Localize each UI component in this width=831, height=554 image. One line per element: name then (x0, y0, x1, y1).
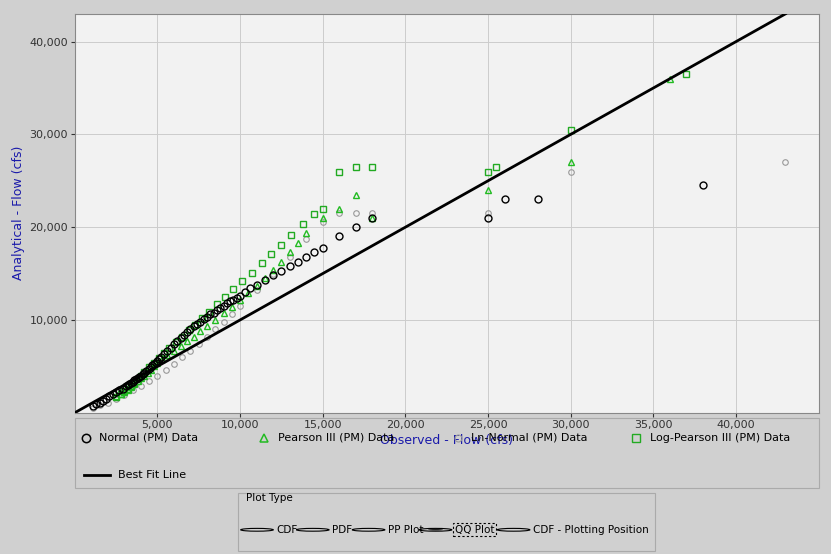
Text: Pearson III (PM) Data: Pearson III (PM) Data (278, 433, 394, 443)
Text: Ln-Normal (PM) Data: Ln-Normal (PM) Data (471, 433, 588, 443)
FancyBboxPatch shape (238, 493, 655, 551)
Text: Best Fit Line: Best Fit Line (118, 470, 186, 480)
Text: CDF - Plotting Position: CDF - Plotting Position (533, 525, 649, 535)
Text: PP Plot: PP Plot (388, 525, 424, 535)
Text: QQ Plot: QQ Plot (455, 525, 494, 535)
Text: Normal (PM) Data: Normal (PM) Data (100, 433, 199, 443)
X-axis label: Observed - Flow (cfs): Observed - Flow (cfs) (380, 434, 514, 447)
Y-axis label: Analytical - Flow (cfs): Analytical - Flow (cfs) (12, 146, 25, 280)
Text: Plot Type: Plot Type (246, 494, 293, 504)
Text: CDF: CDF (277, 525, 297, 535)
Text: PDF: PDF (332, 525, 352, 535)
Text: Log-Pearson III (PM) Data: Log-Pearson III (PM) Data (650, 433, 790, 443)
Circle shape (428, 529, 443, 530)
